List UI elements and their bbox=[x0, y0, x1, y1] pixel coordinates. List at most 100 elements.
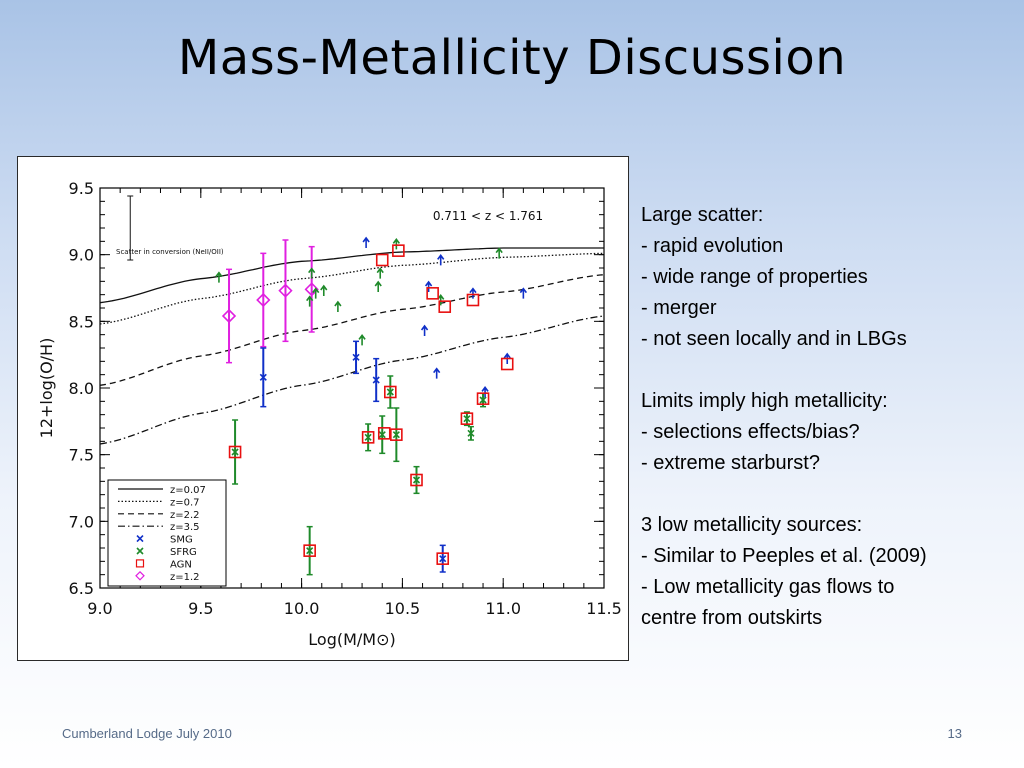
scatter-conversion-label: Scatter in conversion (NeII/OII) bbox=[116, 248, 224, 256]
agn-point bbox=[466, 293, 480, 307]
smg-limits-arrow bbox=[420, 324, 429, 336]
notes-item: - not seen locally and in LBGs bbox=[641, 328, 907, 350]
agn-point bbox=[361, 431, 375, 444]
slide-title: Mass-Metallicity Discussion bbox=[177, 30, 847, 86]
notes-item: - Similar to Peeples et al. (2009) bbox=[641, 545, 927, 567]
legend-marker bbox=[135, 570, 145, 581]
sfrg-point bbox=[392, 431, 400, 439]
smg-point bbox=[439, 555, 447, 563]
sfrg-limits-arrow bbox=[308, 267, 316, 279]
legend-label: z=1.2 bbox=[170, 572, 200, 583]
smg-limits-arrow bbox=[519, 287, 527, 299]
redshift-range-label: 0.711 < z < 1.761 bbox=[433, 209, 543, 223]
y-tick-label: 7.5 bbox=[69, 446, 94, 465]
agn-point bbox=[390, 428, 403, 441]
notes-heading: Large scatter: bbox=[641, 204, 764, 226]
curve-z-2-2 bbox=[99, 274, 605, 386]
agn-point bbox=[436, 552, 450, 565]
agn-point bbox=[392, 244, 405, 257]
z-1-2-point bbox=[278, 283, 293, 298]
curve-z-0-07 bbox=[99, 247, 604, 304]
smg-point bbox=[372, 376, 380, 384]
x-tick-label: 10.5 bbox=[385, 599, 421, 618]
legend-marker bbox=[136, 547, 144, 555]
x-tick-label: 11.0 bbox=[485, 599, 521, 618]
sfrg-point bbox=[412, 476, 421, 484]
y-tick-label: 9.0 bbox=[69, 246, 94, 265]
y-tick-label: 8.5 bbox=[69, 312, 94, 331]
agn-point bbox=[500, 357, 514, 371]
sfrg-limits-arrow bbox=[320, 284, 328, 296]
sfrg-limits-arrow bbox=[312, 287, 320, 299]
footer-text: Cumberland Lodge July 2010 bbox=[62, 726, 232, 741]
sfrg-point bbox=[467, 429, 475, 437]
legend-marker bbox=[136, 535, 144, 543]
sfrg-limits-arrow bbox=[334, 300, 342, 312]
agn-point bbox=[460, 412, 474, 425]
legend-label: SMG bbox=[170, 535, 193, 546]
agn-point bbox=[228, 445, 242, 459]
notes-item: - Low metallicity gas flows to bbox=[641, 576, 895, 598]
sfrg-point bbox=[364, 433, 372, 441]
sfrg-point bbox=[231, 448, 239, 456]
smg-limits-arrow bbox=[433, 367, 441, 379]
notes-gap bbox=[641, 355, 1021, 386]
legend-box bbox=[107, 479, 227, 587]
y-tick-label: 7.0 bbox=[69, 512, 94, 531]
page-number: 13 bbox=[947, 726, 962, 741]
notes-heading: 3 low metallicity sources: bbox=[641, 514, 863, 536]
notes-item: - merger bbox=[641, 297, 717, 319]
smg-limits-arrow bbox=[503, 352, 511, 364]
sfrg-limits-arrow bbox=[215, 271, 223, 283]
y-tick-label: 6.5 bbox=[69, 579, 94, 598]
smg-point bbox=[259, 373, 267, 381]
x-tick-label: 9.5 bbox=[188, 599, 213, 618]
y-axis-label: 12+log(O/H) bbox=[37, 338, 56, 439]
y-tick-label: 8.0 bbox=[69, 379, 94, 398]
agn-point bbox=[476, 392, 490, 405]
agn-point bbox=[303, 544, 316, 557]
x-tick-label: 9.0 bbox=[87, 599, 112, 618]
sfrg-limits-arrow bbox=[358, 333, 366, 346]
notes-item: - extreme starburst? bbox=[641, 452, 820, 474]
agn-point bbox=[375, 253, 389, 267]
sfrg-point bbox=[378, 431, 386, 439]
sfrg-limits-arrow bbox=[392, 237, 400, 250]
x-tick-label: 11.5 bbox=[586, 599, 622, 618]
sfrg-point bbox=[386, 388, 394, 396]
sfrg-point bbox=[463, 415, 471, 423]
legend-label: z=0.07 bbox=[170, 485, 206, 496]
notes-item: centre from outskirts bbox=[641, 607, 823, 629]
sfrg-limits-arrow bbox=[306, 295, 314, 307]
notes-gap bbox=[641, 479, 1021, 510]
x-axis-label: Log(M/M⊙) bbox=[308, 630, 395, 649]
notes-item: - wide range of properties bbox=[641, 266, 868, 288]
z-1-2-point bbox=[256, 292, 271, 308]
legend-label: z=2.2 bbox=[170, 510, 200, 521]
agn-point bbox=[384, 385, 397, 399]
legend-marker bbox=[135, 559, 145, 568]
notes-item: - rapid evolution bbox=[641, 235, 784, 257]
legend-label: AGN bbox=[170, 559, 192, 570]
z-1-2-point bbox=[304, 282, 319, 297]
y-tick-label: 9.5 bbox=[69, 179, 94, 198]
sfrg-limits-arrow bbox=[374, 280, 382, 292]
sfrg-limits-arrow bbox=[495, 247, 503, 259]
agn-point bbox=[426, 287, 439, 300]
z-1-2-point bbox=[221, 308, 237, 324]
agn-point bbox=[410, 473, 423, 487]
legend-label: z=3.5 bbox=[170, 522, 200, 533]
agn-point bbox=[377, 427, 391, 440]
sfrg-limits-arrow bbox=[376, 267, 384, 279]
curve-z-3-5 bbox=[99, 315, 605, 445]
agn-point bbox=[438, 300, 452, 313]
sfrg-point bbox=[479, 396, 487, 404]
smg-limits-arrow bbox=[362, 236, 370, 248]
smg-point bbox=[352, 353, 360, 361]
chart-frame: 9.0 9.5 10.0 10.5 11.0 11.5 6.5 7.0 7.5 8.0 8.5 9.0… bbox=[17, 156, 629, 661]
notes-panel: Large scatter: - rapid evolution - wide ra… bbox=[641, 200, 1021, 634]
legend-label: z=0.7 bbox=[170, 497, 200, 508]
x-tick-label: 10.0 bbox=[284, 599, 320, 618]
mass-metallicity-chart: 9.0 9.5 10.0 10.5 11.0 11.5 6.5 7.0 7.5 8.0 8.5 9.0… bbox=[37, 179, 622, 649]
legend-label: SFRG bbox=[170, 547, 197, 558]
